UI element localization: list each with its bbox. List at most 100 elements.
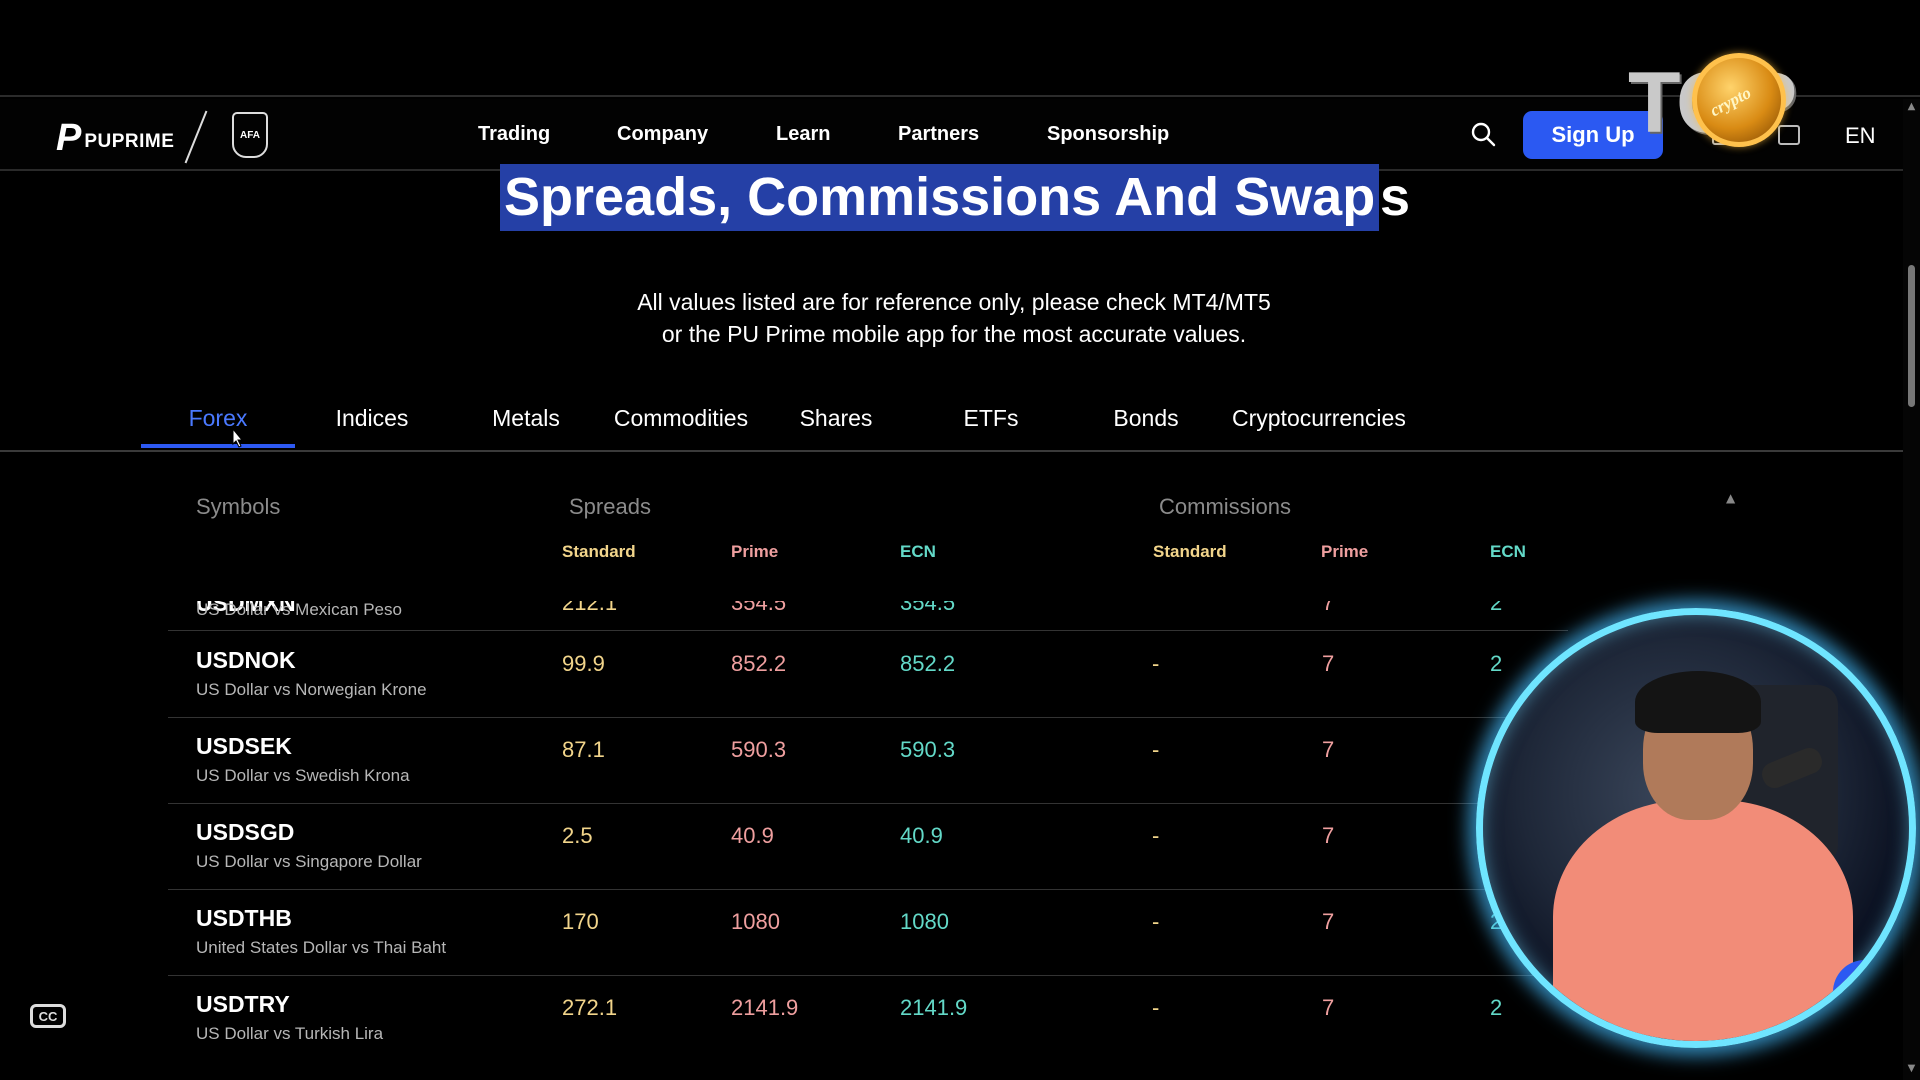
table-row[interactable]: USDMXN US Dollar vs Mexican Peso 212.1 3… [168, 590, 1568, 631]
reference-disclaimer: All values listed are for reference only… [540, 286, 1368, 350]
sign-up-button[interactable]: Sign Up [1523, 111, 1663, 159]
tab-commodities[interactable]: Commodities [613, 405, 749, 431]
webcam-person-hair [1635, 671, 1761, 733]
webcam-person-body [1553, 800, 1853, 1041]
row-symbol: USDNOK [196, 647, 296, 673]
cc-text: CC [38, 1008, 58, 1024]
nav-trading[interactable]: Trading [478, 123, 551, 145]
webcam-overlay [1476, 608, 1916, 1048]
commission-prime: 7 [1322, 909, 1335, 934]
spread-standard: 87.1 [562, 737, 605, 762]
spread-standard: 99.9 [562, 651, 605, 676]
spread-prime: 852.2 [731, 651, 787, 676]
site-header: P PUPRIME AFA Trading Company Learn Part… [0, 99, 1920, 171]
tab-metals[interactable]: Metals [492, 405, 560, 431]
spread-prime: 40.9 [731, 823, 774, 848]
spread-ecn: 590.3 [900, 737, 956, 762]
nav-learn[interactable]: Learn [776, 123, 831, 145]
page-title-highlighted: Spreads, Commissions And Swap [500, 164, 1380, 231]
page-scrollbar[interactable]: ▲ ▼ [1903, 99, 1920, 1080]
row-name: US Dollar vs Singapore Dollar [196, 852, 422, 871]
symbols-header: Symbols [196, 494, 281, 519]
commissions-ecn-header: ECN [1490, 542, 1526, 561]
commission-standard: - [1152, 909, 1160, 934]
commissions-prime-header: Prime [1321, 542, 1369, 561]
row-symbol: USDMXN [196, 590, 296, 616]
table-row[interactable]: USDTRY US Dollar vs Turkish Lira 272.1 2… [168, 976, 1568, 1062]
logo-text: PUPRIME [84, 131, 175, 152]
search-icon[interactable] [1470, 121, 1496, 147]
spread-ecn: 852.2 [900, 651, 956, 676]
active-tab-indicator [141, 444, 295, 448]
afa-crest-icon: AFA [232, 112, 268, 158]
closed-captions-icon[interactable]: CC [30, 1004, 66, 1028]
download-icon[interactable] [1778, 125, 1800, 145]
tab-cryptocurrencies[interactable]: Cryptocurrencies [1232, 405, 1406, 431]
table-scroll-up-icon[interactable]: ▲ [1726, 491, 1736, 505]
commission-standard: - [1152, 651, 1160, 676]
row-name: US Dollar vs Swedish Krona [196, 766, 410, 785]
spread-ecn: 2141.9 [900, 995, 968, 1020]
nav-company[interactable]: Company [617, 123, 709, 145]
tab-bonds[interactable]: Bonds [1113, 405, 1179, 431]
puprime-logo[interactable]: P PUPRIME [56, 119, 174, 157]
table-row[interactable]: USDTHB United States Dollar vs Thai Baht… [168, 890, 1568, 976]
spread-prime: 1080 [731, 909, 780, 934]
tab-etfs[interactable]: ETFs [963, 405, 1019, 431]
coin-text: crypto [1706, 82, 1755, 121]
spread-ecn: 1080 [900, 909, 949, 934]
commissions-standard-header: Standard [1153, 542, 1227, 561]
disclaimer-line-2: or the PU Prime mobile app for the most … [661, 321, 1247, 347]
tab-indices[interactable]: Indices [335, 405, 409, 431]
language-selector[interactable]: EN [1845, 123, 1876, 148]
row-symbol: USDSEK [196, 733, 292, 759]
nav-partners[interactable]: Partners [898, 123, 980, 145]
table-row[interactable]: USDSGD US Dollar vs Singapore Dollar 2.5… [168, 804, 1568, 890]
tab-shares[interactable]: Shares [799, 405, 873, 431]
spreads-standard-header: Standard [562, 542, 636, 561]
commission-ecn: 2 [1490, 995, 1503, 1020]
spreads-table: Symbols Spreads Commissions Standard Pri… [168, 484, 1568, 1080]
spreads-header: Spreads [569, 494, 651, 519]
commission-prime: 7 [1322, 590, 1335, 615]
commission-prime: 7 [1322, 737, 1335, 762]
commission-prime: 7 [1322, 823, 1335, 848]
commission-ecn: 2 [1490, 651, 1503, 676]
table-row[interactable]: USDNOK US Dollar vs Norwegian Krone 99.9… [168, 632, 1568, 718]
logo-divider [184, 110, 208, 164]
row-name: US Dollar vs Turkish Lira [196, 1024, 384, 1043]
row-name: US Dollar vs Norwegian Krone [196, 680, 427, 699]
spread-standard: 2.5 [562, 823, 593, 848]
instrument-tabs: Forex Indices Metals Commodities Shares … [0, 395, 1905, 452]
row-name: United States Dollar vs Thai Baht [196, 938, 447, 957]
spread-prime: 590.3 [731, 737, 787, 762]
spread-standard: 272.1 [562, 995, 618, 1020]
scroll-up-arrow-icon[interactable]: ▲ [1907, 101, 1916, 112]
nav-sponsorship[interactable]: Sponsorship [1047, 123, 1170, 145]
commission-standard: - [1152, 995, 1160, 1020]
logo-mark: P [56, 117, 81, 159]
row-symbol: USDSGD [196, 819, 295, 845]
spreads-prime-header: Prime [731, 542, 779, 561]
commission-prime: 7 [1322, 651, 1335, 676]
spreads-ecn-header: ECN [900, 542, 936, 561]
video-top-black-bar [0, 0, 1920, 97]
scroll-down-arrow-icon[interactable]: ▼ [1907, 1063, 1916, 1074]
table-row[interactable]: USDSEK US Dollar vs Swedish Krona 87.1 5… [168, 718, 1568, 804]
row-name: US Dollar vs Mexican Peso [196, 600, 402, 619]
commission-ecn: 2 [1490, 590, 1503, 615]
spread-ecn: 354.5 [900, 590, 956, 615]
scroll-thumb[interactable] [1908, 265, 1915, 407]
crypto-coin-icon: crypto [1692, 53, 1786, 147]
spread-standard: 170 [562, 909, 599, 934]
spread-prime: 2141.9 [731, 995, 799, 1020]
mouse-cursor-icon [232, 428, 244, 448]
chat-bubble-icon[interactable] [1833, 960, 1897, 1024]
crest-text: AFA [240, 129, 260, 141]
row-symbol: USDTRY [196, 991, 290, 1017]
spread-prime: 354.5 [731, 590, 787, 615]
tab-forex[interactable]: Forex [188, 405, 248, 431]
disclaimer-line-1: All values listed are for reference only… [637, 289, 1271, 315]
spread-standard: 212.1 [562, 590, 618, 615]
